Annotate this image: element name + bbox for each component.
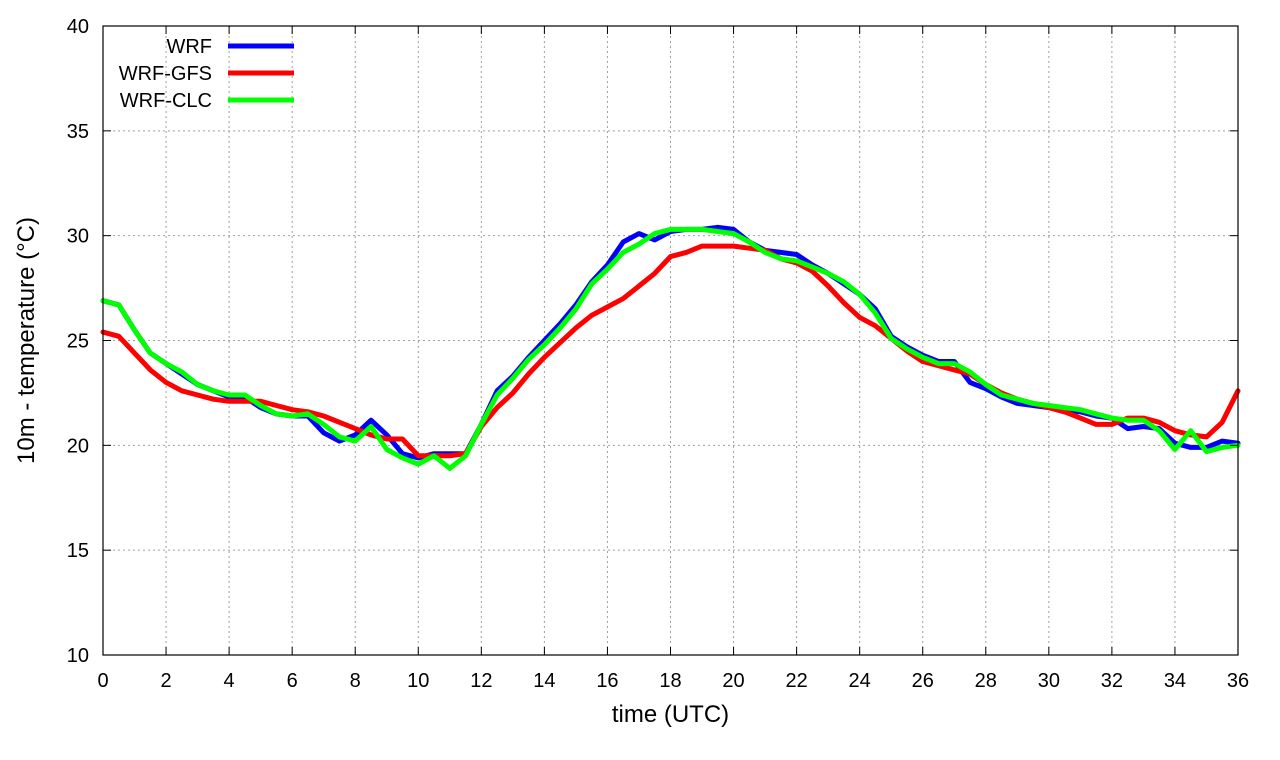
x-axis-title: time (UTC) bbox=[612, 701, 729, 728]
x-tick-label: 30 bbox=[1038, 670, 1060, 692]
legend-label: WRF bbox=[166, 36, 212, 58]
x-tick-label: 12 bbox=[470, 670, 492, 692]
y-axis-title: 10m - temperature (°C) bbox=[13, 217, 40, 464]
axis-ticks: 0 2 4 6 8 10 12 14 16 18 20 22 24 26 28 30 32 34 361015202… bbox=[67, 16, 1249, 692]
x-tick-label: 22 bbox=[785, 670, 807, 692]
series-line-wrf-clc bbox=[100, 226, 1241, 471]
x-tick-label: 20 bbox=[722, 670, 744, 692]
grid bbox=[103, 26, 1238, 655]
x-tick-label: 16 bbox=[596, 670, 618, 692]
legend-label: WRF-GFS bbox=[119, 63, 212, 85]
x-tick-label: 18 bbox=[659, 670, 681, 692]
y-tick-label: 40 bbox=[67, 16, 89, 38]
x-tick-label: 10 bbox=[407, 670, 429, 692]
legend: WRF WRF-GFS WRF-CLC bbox=[119, 36, 294, 112]
legend-entry-wrf-gfs: WRF-GFS bbox=[119, 63, 294, 85]
y-tick-label: 30 bbox=[67, 226, 89, 248]
legend-label: WRF-CLC bbox=[120, 90, 212, 112]
y-tick-label: 20 bbox=[67, 435, 89, 457]
y-tick-label: 10 bbox=[67, 645, 89, 667]
y-tick-label: 25 bbox=[67, 331, 89, 353]
x-tick-label: 8 bbox=[350, 670, 361, 692]
x-tick-label: 34 bbox=[1164, 670, 1186, 692]
x-tick-label: 26 bbox=[912, 670, 934, 692]
x-tick-label: 2 bbox=[160, 670, 171, 692]
y-tick-label: 35 bbox=[67, 121, 89, 143]
series-lines bbox=[100, 224, 1241, 471]
x-tick-label: 32 bbox=[1101, 670, 1123, 692]
y-tick-label: 15 bbox=[67, 540, 89, 562]
x-tick-label: 24 bbox=[849, 670, 871, 692]
x-tick-label: 0 bbox=[97, 670, 108, 692]
x-tick-label: 36 bbox=[1227, 670, 1249, 692]
x-tick-label: 14 bbox=[533, 670, 555, 692]
legend-entry-wrf: WRF bbox=[166, 36, 294, 58]
x-tick-label: 6 bbox=[287, 670, 298, 692]
x-tick-label: 4 bbox=[224, 670, 235, 692]
x-tick-label: 28 bbox=[975, 670, 997, 692]
legend-entry-wrf-clc: WRF-CLC bbox=[120, 90, 294, 112]
